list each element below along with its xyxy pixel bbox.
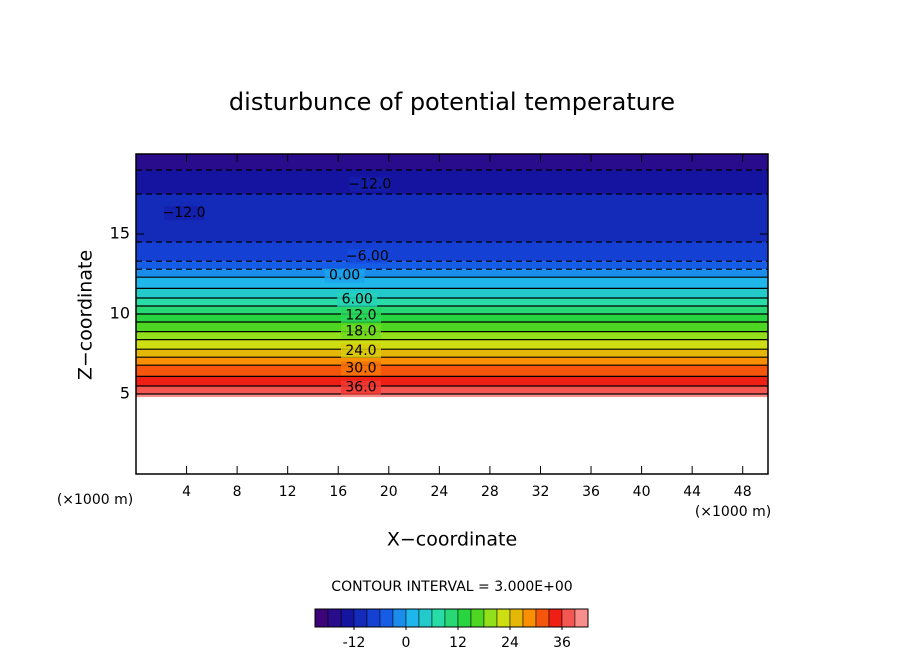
contour-label-bg (340, 324, 381, 339)
contour-label: 18.0 (345, 324, 376, 340)
colorbar-swatch (366, 608, 381, 628)
contour-label-bg (347, 249, 388, 264)
contour-band (136, 339, 768, 350)
contour-label-bg (340, 343, 381, 358)
colorbar-tick-label: 24 (501, 635, 519, 651)
contour-band (136, 269, 768, 278)
contour-label-bg (324, 268, 365, 283)
x-unit-label: (×1000 m) (695, 504, 771, 520)
contour-band (136, 154, 768, 170)
contour-band (136, 322, 768, 332)
contour-label-bg (164, 206, 205, 221)
colorbar-swatch (392, 608, 407, 628)
x-tick-label: 4 (182, 484, 191, 500)
contour-band (136, 261, 768, 270)
colorbar-swatch (496, 608, 511, 628)
x-tick-label: 28 (481, 484, 499, 500)
x-tick-label: 12 (279, 484, 297, 500)
contour-label-bg (340, 361, 381, 376)
colorbar-swatch (535, 608, 550, 628)
colorbar-swatch (470, 608, 485, 628)
contour-band (136, 194, 768, 242)
x-tick-label: 8 (233, 484, 242, 500)
chart-title: disturbunce of potential temperature (229, 88, 675, 116)
contour-label: −12.0 (348, 176, 391, 192)
colorbar-swatch (457, 608, 472, 628)
contour-label: −6.00 (346, 248, 389, 264)
contour-band (136, 288, 768, 298)
contour-band (136, 376, 768, 386)
contour-band (136, 306, 768, 314)
x-tick-label: 32 (532, 484, 550, 500)
contour-label-bg (337, 292, 378, 307)
contour-band (136, 386, 768, 394)
colorbar-swatch (561, 608, 576, 628)
y-tick-label: 15 (110, 224, 130, 243)
colorbar-swatch (444, 608, 459, 628)
colorbar-swatch (483, 608, 498, 628)
contour-label: 36.0 (345, 380, 376, 396)
contour-band (136, 242, 768, 262)
y-tick-label: 10 (110, 304, 130, 323)
x-tick-label: 24 (430, 484, 448, 500)
colorbar-swatch (418, 608, 433, 628)
colorbar-swatch (327, 608, 342, 628)
contour-label-bg (349, 177, 390, 192)
contour-band (136, 277, 768, 289)
colorbar-swatch (522, 608, 537, 628)
contour-band (136, 357, 768, 366)
contour-label-bg (340, 380, 381, 395)
contour-label: 6.00 (342, 292, 373, 308)
x-tick-label: 36 (582, 484, 600, 500)
colorbar-tick-label: 12 (449, 635, 467, 651)
colorbar-swatch (314, 608, 329, 628)
contour-label: 0.00 (329, 268, 360, 284)
contour-band (136, 314, 768, 322)
colorbar-tick-label: -12 (343, 635, 366, 651)
contour-label: 30.0 (345, 360, 376, 376)
colorbar-swatch (353, 608, 368, 628)
colorbar-frame (314, 608, 589, 628)
contour-interval: CONTOUR INTERVAL = 3.000E+00 (331, 579, 572, 595)
x-tick-label: 44 (683, 484, 701, 500)
colorbar-tick-label: 0 (402, 635, 411, 651)
colorbar-swatch (509, 608, 524, 628)
x-tick-label: 40 (633, 484, 651, 500)
colorbar-swatch (405, 608, 420, 628)
contour-band (136, 365, 768, 377)
colorbar-swatch (379, 608, 394, 628)
colorbar-swatch (431, 608, 446, 628)
y-tick-label: 5 (120, 384, 130, 403)
contour-label-bg (340, 308, 381, 323)
contour-band (136, 331, 768, 340)
contour-label: 12.0 (345, 308, 376, 324)
contour-band (136, 170, 768, 194)
x-tick-label: 48 (734, 484, 752, 500)
terrain (136, 397, 768, 474)
x-axis-label: X−coordinate (387, 529, 517, 551)
colorbar-swatch (548, 608, 563, 628)
y-axis-label: Z−coordinate (75, 250, 97, 380)
contour-band (136, 349, 768, 358)
colorbar-tick-label: 36 (553, 635, 571, 651)
x-unit-label: (×1000 m) (57, 492, 133, 508)
colorbar-swatch (340, 608, 355, 628)
contour-band (136, 298, 768, 306)
contour-label: −12.0 (163, 205, 206, 221)
contour-label: 24.0 (345, 343, 376, 359)
x-tick-label: 20 (380, 484, 398, 500)
x-tick-label: 16 (329, 484, 347, 500)
colorbar-swatch (574, 608, 589, 628)
contour-band (136, 394, 768, 398)
